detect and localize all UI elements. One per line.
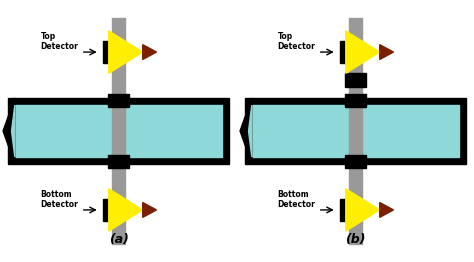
Bar	[103, 199, 109, 221]
Bar	[245, 98, 466, 164]
Polygon shape	[109, 31, 143, 73]
Text: (a): (a)	[109, 233, 128, 247]
Bar	[349, 18, 362, 244]
Polygon shape	[109, 189, 143, 231]
Bar	[346, 95, 365, 107]
Polygon shape	[240, 98, 252, 164]
Text: (b): (b)	[345, 233, 366, 247]
Polygon shape	[248, 105, 252, 157]
Polygon shape	[143, 45, 156, 59]
Bar	[15, 105, 222, 157]
Polygon shape	[143, 203, 156, 217]
Polygon shape	[3, 98, 15, 164]
Text: Bottom
Detector: Bottom Detector	[41, 190, 78, 209]
Bar	[340, 199, 346, 221]
Bar	[112, 18, 125, 244]
Bar	[8, 98, 229, 164]
Polygon shape	[346, 189, 380, 231]
Text: Bottom
Detector: Bottom Detector	[278, 190, 315, 209]
Text: Top
Detector: Top Detector	[278, 32, 315, 51]
Bar	[109, 155, 128, 167]
Bar	[340, 41, 346, 63]
Bar	[346, 73, 365, 88]
Bar	[103, 41, 109, 63]
Bar	[252, 105, 459, 157]
Polygon shape	[11, 105, 15, 157]
Bar	[346, 155, 365, 167]
Polygon shape	[380, 203, 393, 217]
Bar	[109, 95, 128, 107]
Polygon shape	[380, 45, 393, 59]
Text: Top
Detector: Top Detector	[41, 32, 78, 51]
Polygon shape	[346, 31, 380, 73]
